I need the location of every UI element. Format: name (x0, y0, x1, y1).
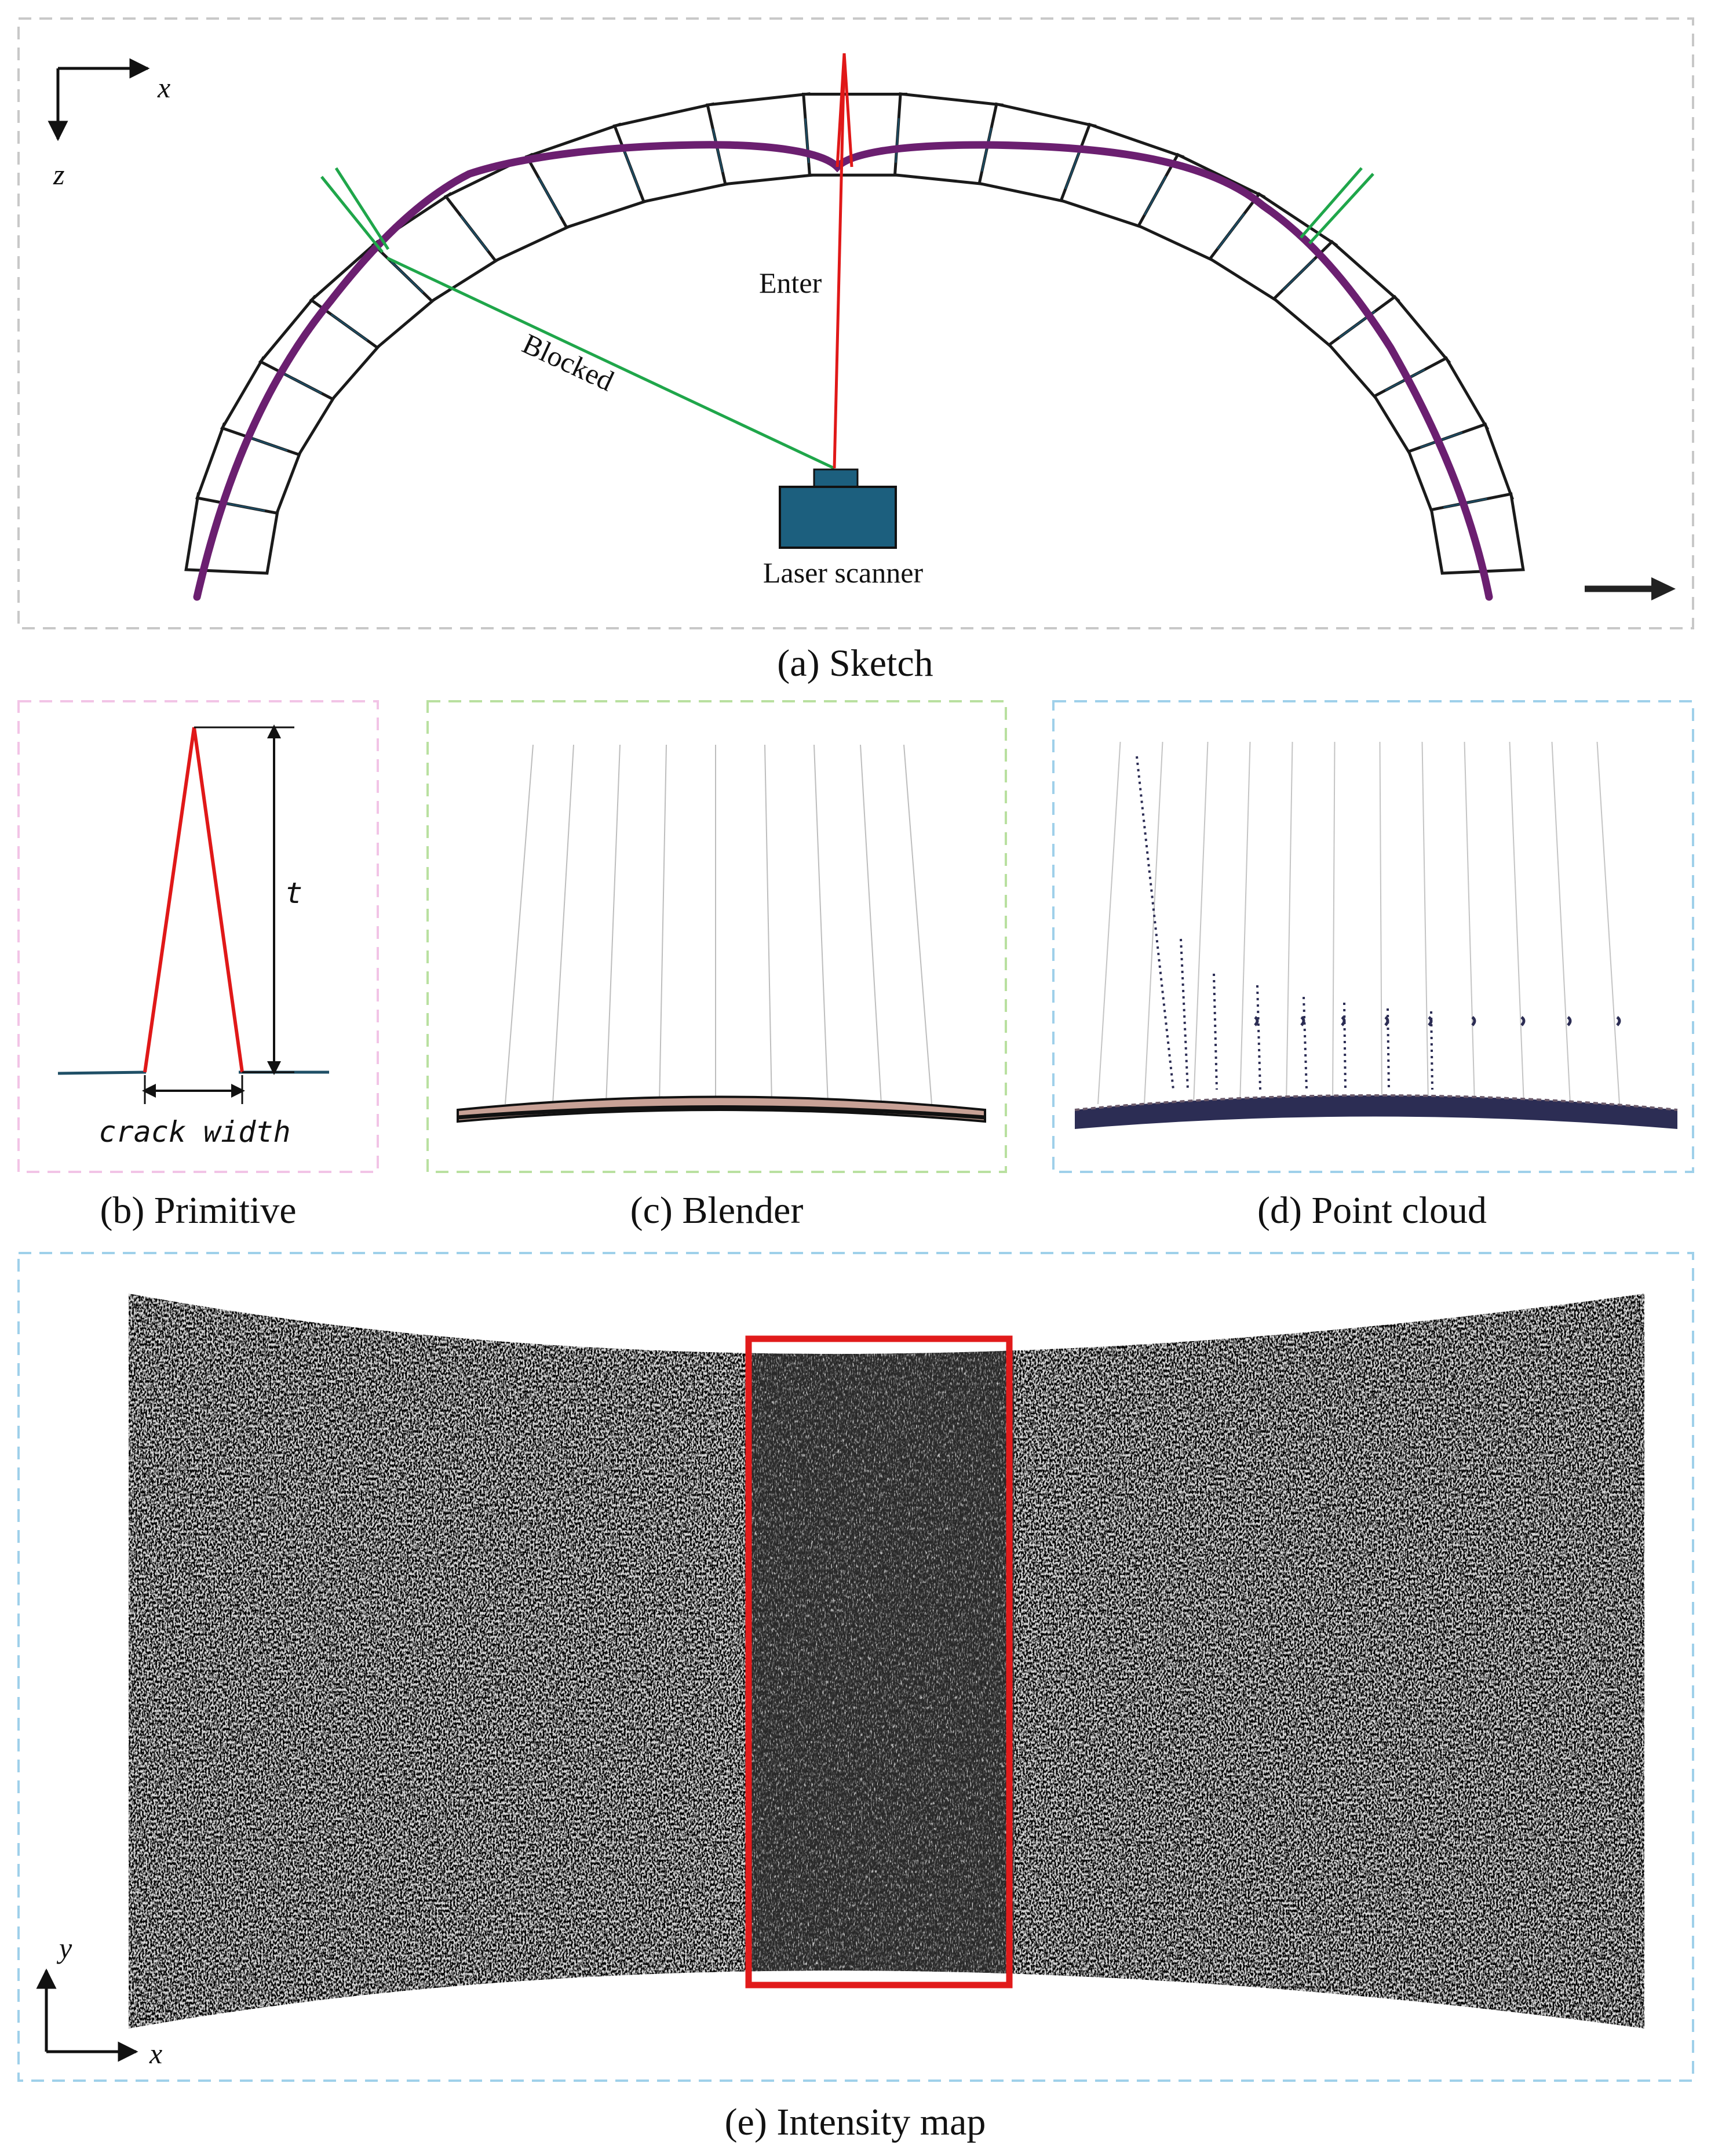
point-cloud-ray (1144, 741, 1163, 1105)
mortar-joint (460, 215, 489, 252)
intensity-caption: (e) Intensity map (725, 2101, 986, 2143)
point-cloud-hit (1567, 1016, 1572, 1026)
blender-ray (813, 744, 829, 1105)
primitive-surface-left (57, 1070, 147, 1075)
voussoir-block (802, 93, 907, 177)
mortar-joint (1064, 147, 1082, 190)
mortar-joint (330, 314, 368, 341)
voussoir-block (706, 92, 816, 186)
blocked-gap-lines (320, 167, 1374, 253)
pointcloud-frame (1052, 700, 1694, 1173)
sketch-axes: x z (48, 58, 170, 191)
point-cloud-trace (1343, 1002, 1347, 1090)
point-cloud-ray-lines (1097, 741, 1621, 1105)
panel-sketch: x z Enter Blocked Laser scanner (17, 17, 1694, 684)
point-cloud-ray (1596, 741, 1620, 1105)
blender-ray (659, 744, 667, 1105)
mortar-joint (1282, 258, 1315, 291)
blocked-label: Blocked (517, 327, 619, 397)
mortar-joint (1143, 175, 1167, 216)
point-cloud-hit (1520, 1016, 1526, 1026)
point-cloud-ray (1509, 741, 1524, 1105)
blender-caption: (c) Blender (630, 1189, 804, 1232)
blocked-ray (386, 256, 836, 470)
intensity-axis-x-label: x (149, 2037, 162, 2070)
crack-highlight-box (745, 1335, 1013, 1989)
enter-ray (833, 57, 846, 469)
point-cloud-caption: (d) Point cloud (1257, 1189, 1487, 1232)
blender-ray (605, 744, 621, 1105)
sketch-caption: (a) Sketch (777, 642, 933, 684)
point-cloud-ray (1239, 741, 1251, 1105)
mortar-joint (895, 118, 900, 163)
point-cloud-ray (1332, 741, 1336, 1105)
point-cloud-hit (1341, 1016, 1346, 1026)
primitive-frame (17, 700, 379, 1173)
point-cloud-ray (1379, 741, 1382, 1105)
sketch-axis-z-label: z (53, 158, 64, 191)
laser-scanner-icon (779, 468, 897, 549)
height-label: t (285, 876, 302, 910)
sketch-frame (17, 17, 1694, 629)
intensity-axes: y x (36, 1932, 162, 2070)
point-cloud-trace (1213, 973, 1218, 1090)
point-cloud-trace (1303, 996, 1308, 1090)
panel-primitive: t crack width (b) Primitive (17, 700, 379, 1232)
intensity-axis-y-label: y (56, 1932, 72, 1964)
panel-intensity-map: y x (e) Intensity map (17, 1252, 1694, 2143)
mortar-joint (1217, 213, 1245, 250)
point-cloud-hit (1471, 1016, 1476, 1026)
panel-blender: (c) Blender (426, 700, 1007, 1232)
point-cloud-ray (1551, 741, 1571, 1105)
blender-frame (426, 700, 1007, 1173)
blender-ray (903, 744, 932, 1105)
primitive-crack-triangle (143, 727, 244, 1073)
intensity-frame (17, 1252, 1694, 2082)
point-cloud-ray (1097, 741, 1121, 1105)
point-cloud-surface (1075, 1095, 1677, 1129)
enter-label: Enter (759, 267, 822, 299)
arrow-right-icon (1585, 577, 1676, 600)
laser-scanner-label: Laser scanner (763, 556, 924, 589)
sketch-axis-x-label: x (157, 71, 170, 104)
mortar-joint (221, 501, 265, 512)
mortar-joint (622, 148, 640, 191)
point-cloud-hit (1616, 1016, 1621, 1026)
point-cloud-trace (1180, 938, 1189, 1090)
mortar-joint (245, 435, 288, 451)
mortar-joint (981, 128, 993, 172)
point-cloud-ray (1464, 741, 1475, 1105)
blender-ray-lines (505, 744, 932, 1105)
point-cloud-ray (1286, 741, 1293, 1105)
point-cloud-hit (1384, 1016, 1389, 1026)
point-cloud-ray (1193, 741, 1209, 1105)
blender-ray (552, 744, 574, 1105)
primitive-caption: (b) Primitive (100, 1189, 296, 1232)
blender-ray (860, 744, 882, 1105)
intensity-texture (129, 1294, 1644, 2028)
point-cloud-hit (1254, 1016, 1259, 1026)
point-cloud-hit (1300, 1016, 1305, 1026)
mortar-joint (538, 177, 561, 217)
mortar-joint (712, 128, 724, 173)
blender-ray (505, 744, 534, 1105)
point-cloud-ray (1421, 741, 1429, 1105)
crack-width-label: crack width (98, 1115, 290, 1149)
crown-crack (836, 53, 853, 167)
mortar-joint (282, 372, 322, 395)
panel-point-cloud: (d) Point cloud (1052, 700, 1694, 1232)
point-cloud-trace (1256, 985, 1261, 1090)
mortar-joint (390, 261, 424, 293)
point-cloud-hit (1428, 1016, 1433, 1026)
point-cloud-trace (1136, 756, 1174, 1090)
blender-ray (764, 744, 772, 1105)
